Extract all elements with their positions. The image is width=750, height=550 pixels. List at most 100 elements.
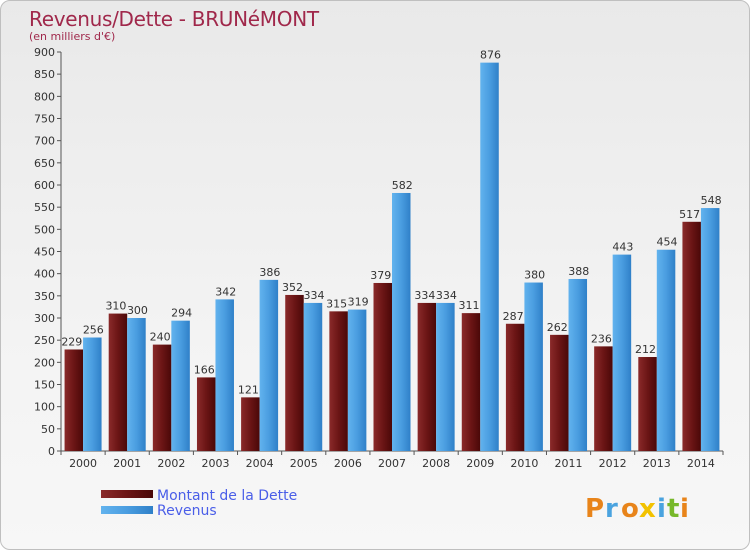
data-label: 319 xyxy=(348,296,369,309)
y-tick-label: 600 xyxy=(34,179,55,192)
data-label: 548 xyxy=(701,194,722,207)
data-label: 262 xyxy=(547,321,568,334)
data-label: 443 xyxy=(612,241,633,254)
bar-revenus xyxy=(171,320,190,451)
data-label: 454 xyxy=(657,236,678,249)
y-tick-label: 550 xyxy=(34,201,55,214)
x-tick-label: 2002 xyxy=(157,457,185,470)
legend-label-dette: Montant de la Dette xyxy=(157,488,297,504)
bar-dette xyxy=(108,313,128,451)
y-tick-label: 900 xyxy=(34,46,55,59)
data-label: 300 xyxy=(127,304,148,317)
data-label: 334 xyxy=(414,289,435,302)
y-tick-label: 400 xyxy=(34,268,55,281)
bar-dette xyxy=(550,334,569,451)
data-label: 287 xyxy=(503,310,524,323)
x-tick-label: 2012 xyxy=(599,457,627,470)
data-label: 388 xyxy=(568,265,589,278)
bar-revenus xyxy=(127,318,146,451)
bar-revenus xyxy=(700,208,720,451)
y-tick-label: 50 xyxy=(41,423,55,436)
y-tick-label: 150 xyxy=(34,379,55,392)
y-tick-label: 300 xyxy=(34,312,55,325)
y-tick-label: 100 xyxy=(34,401,55,414)
data-label: 229 xyxy=(61,335,82,348)
bar-dette xyxy=(241,397,260,451)
bar-revenus xyxy=(83,337,102,451)
bar-revenus xyxy=(436,302,455,451)
logo-letter: P xyxy=(585,494,604,524)
data-label: 212 xyxy=(635,343,656,356)
bar-dette xyxy=(461,313,481,451)
logo-letter: x xyxy=(639,494,656,524)
x-tick-label: 2009 xyxy=(466,457,494,470)
data-label: 517 xyxy=(679,208,700,221)
data-label: 315 xyxy=(326,297,347,310)
data-label: 380 xyxy=(524,269,545,282)
data-label: 352 xyxy=(282,281,303,294)
data-label: 256 xyxy=(83,324,104,337)
x-tick-label: 2014 xyxy=(687,457,715,470)
logo-letter: t xyxy=(667,494,679,524)
logo-letter: r xyxy=(605,494,618,524)
logo-letter: o xyxy=(621,494,639,524)
data-label: 334 xyxy=(303,289,324,302)
bar-revenus xyxy=(656,249,676,451)
bar-revenus xyxy=(568,278,588,451)
x-tick-label: 2003 xyxy=(201,457,229,470)
data-label: 379 xyxy=(370,269,391,282)
y-tick-label: 200 xyxy=(34,356,55,369)
bar-dette xyxy=(285,294,304,451)
data-label: 334 xyxy=(436,289,457,302)
axes: 0 50 100 150 200 250 300 350 400 450 500 550 600 650 7… xyxy=(34,46,724,470)
data-label: 342 xyxy=(215,285,236,298)
bar-revenus xyxy=(259,279,279,451)
x-tick-label: 2006 xyxy=(334,457,362,470)
data-label: 582 xyxy=(392,179,413,192)
data-label: 876 xyxy=(480,49,501,62)
bar-dette xyxy=(638,357,657,451)
y-tick-label: 350 xyxy=(34,290,55,303)
bar-revenus xyxy=(303,302,323,451)
data-label: 311 xyxy=(459,299,480,312)
bar-revenus xyxy=(524,282,543,451)
y-tick-label: 450 xyxy=(34,246,55,259)
bar-revenus xyxy=(347,309,367,451)
x-tick-label: 2011 xyxy=(555,457,583,470)
bar-dette xyxy=(505,323,525,451)
bar-dette xyxy=(373,282,392,451)
logo-letter: i xyxy=(657,494,666,524)
chart-subtitle: (en milliers d'€) xyxy=(29,30,116,43)
y-tick-label: 700 xyxy=(34,135,55,148)
y-tick-label: 750 xyxy=(34,113,55,126)
bar-revenus xyxy=(392,192,411,452)
x-tick-label: 2000 xyxy=(69,457,97,470)
data-label: 236 xyxy=(591,332,612,345)
legend-label-revenus: Revenus xyxy=(157,503,217,519)
bars-group xyxy=(64,62,720,452)
chart-title: Revenus/Dette - BRUNéMONT xyxy=(29,7,319,31)
y-tick-label: 800 xyxy=(34,90,55,103)
legend: Montant de la Dette Revenus xyxy=(101,488,297,519)
legend-swatch-revenus xyxy=(101,506,153,514)
bar-dette xyxy=(682,221,701,451)
logo-letter: i xyxy=(680,494,689,524)
x-tick-label: 2013 xyxy=(643,457,671,470)
bar-dette xyxy=(152,344,172,451)
y-tick-label: 250 xyxy=(34,334,55,347)
bar-dette xyxy=(196,377,216,451)
data-label: 121 xyxy=(238,383,259,396)
x-tick-label: 2004 xyxy=(246,457,274,470)
bar-dette xyxy=(329,311,348,451)
y-tick-label: 0 xyxy=(48,445,55,458)
bar-revenus xyxy=(215,299,234,451)
x-tick-label: 2005 xyxy=(290,457,318,470)
data-label: 240 xyxy=(150,331,171,344)
x-tick-label: 2007 xyxy=(378,457,406,470)
y-tick-label: 650 xyxy=(34,157,55,170)
x-tick-label: 2001 xyxy=(113,457,141,470)
